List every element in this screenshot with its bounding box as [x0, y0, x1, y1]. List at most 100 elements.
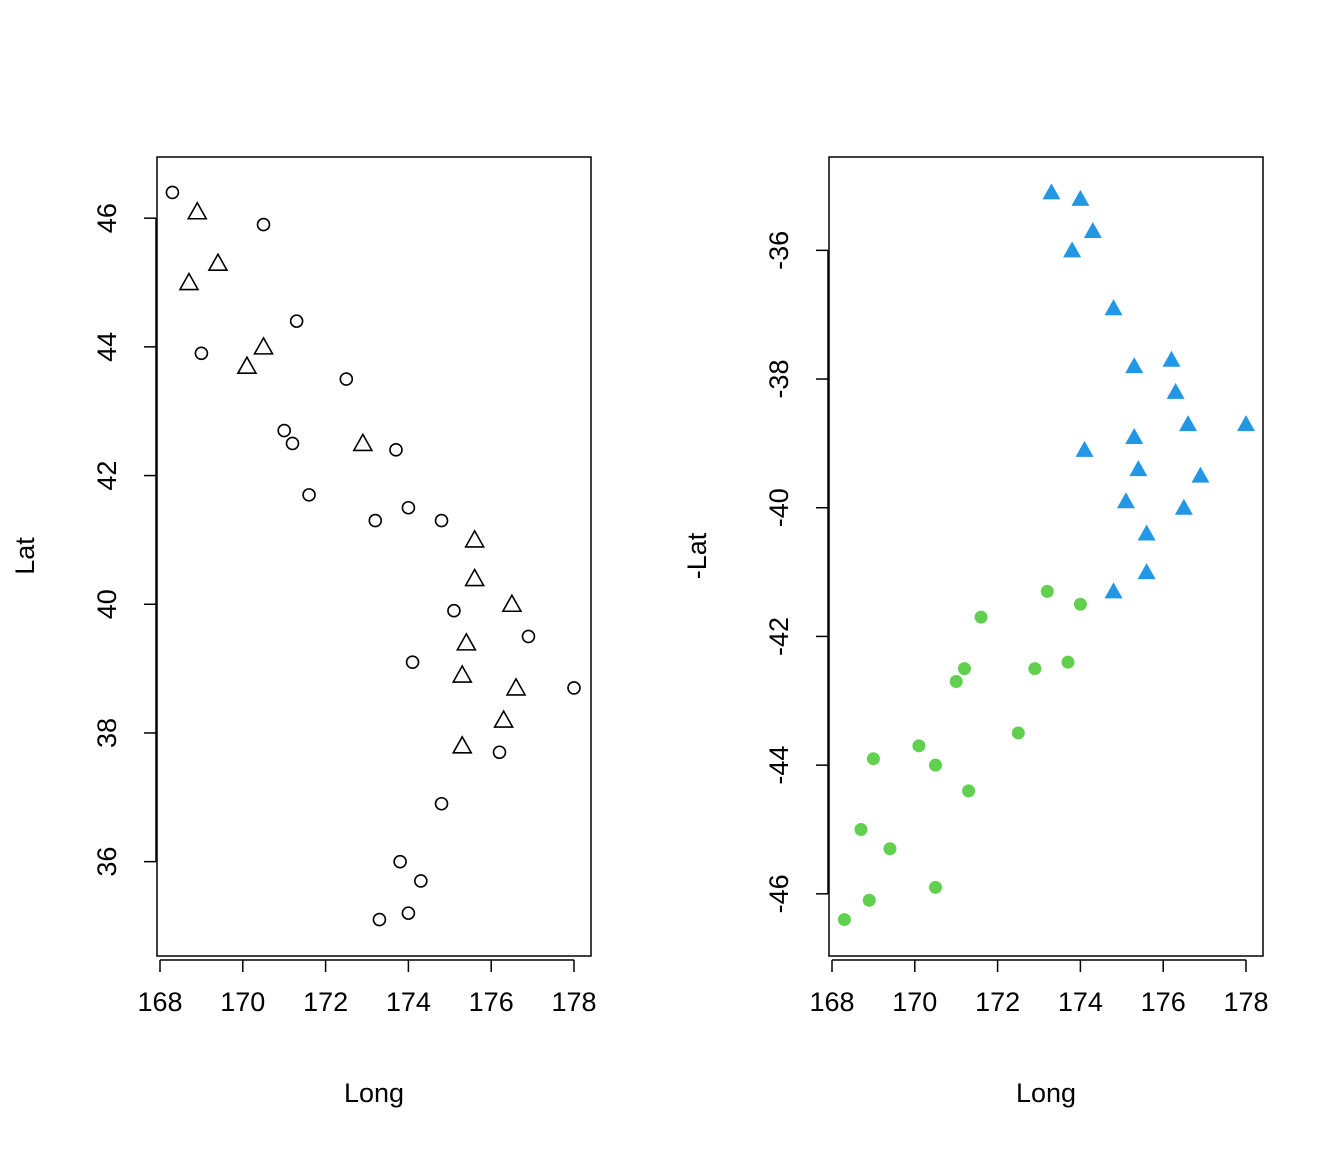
right-filled-triangle-point	[1063, 241, 1082, 258]
left-circle-point	[521, 629, 536, 644]
right-filled-triangle-point	[1179, 415, 1198, 432]
right-filled-circle-point	[957, 662, 971, 676]
left-circle-point	[405, 655, 420, 669]
right-filled-circle-point	[962, 784, 976, 798]
left-triangle-point	[464, 529, 486, 548]
left-circle-point	[434, 796, 449, 811]
right-filled-circle-point	[912, 739, 926, 753]
right-filled-circle-point	[883, 842, 897, 856]
left-x-axis-title: Long	[344, 1078, 404, 1108]
right-y-tick-label: -46	[764, 874, 794, 913]
right-data-points	[837, 183, 1255, 927]
left-circle-point	[368, 513, 383, 528]
right-filled-triangle-point	[1191, 466, 1210, 483]
right-x-axis: 168 170 172 174 176 178	[809, 959, 1269, 1017]
left-triangle-point	[451, 664, 473, 683]
right-filled-triangle-point	[1125, 357, 1144, 374]
left-circle-point	[414, 874, 428, 888]
left-y-tick-label: 42	[92, 461, 122, 491]
right-filled-triangle-point	[1083, 222, 1102, 239]
left-triangle-point	[464, 567, 486, 587]
left-circle-point	[393, 854, 407, 869]
right-filled-circle-point	[929, 758, 942, 772]
left-y-axis-title: Lat	[10, 537, 40, 575]
left-circle-point	[256, 217, 271, 232]
right-filled-triangle-point	[1042, 183, 1061, 200]
right-filled-triangle-point	[1104, 582, 1123, 599]
right-filled-triangle-point	[1075, 440, 1094, 457]
left-circle-point	[194, 346, 209, 361]
left-x-axis: 168 170 172 174 176 178	[137, 959, 597, 1017]
right-x-tick-label: 178	[1223, 987, 1268, 1017]
left-plot-frame	[156, 156, 592, 957]
left-circle-point	[277, 423, 292, 438]
right-y-axis-title: -Lat	[682, 532, 712, 579]
right-y-tick-label: -42	[764, 617, 794, 656]
right-filled-triangle-point	[1125, 427, 1144, 444]
right-filled-triangle-point	[1174, 498, 1193, 515]
right-filled-circle-point	[862, 893, 876, 907]
left-circle-point	[285, 436, 300, 451]
right-plot-frame	[828, 156, 1264, 957]
left-circle-point	[401, 906, 416, 920]
left-y-tick-label: 40	[92, 589, 122, 619]
right-filled-triangle-point	[1137, 563, 1156, 580]
right-filled-circle-point	[1011, 726, 1025, 740]
right-x-tick-label: 174	[1058, 987, 1103, 1017]
left-circle-point	[492, 745, 507, 760]
right-y-tick-label: -40	[764, 488, 794, 527]
right-y-tick-label: -38	[764, 360, 794, 399]
left-triangle-point	[455, 632, 477, 651]
left-x-tick-label: 174	[386, 987, 431, 1017]
left-circle-point	[434, 513, 449, 528]
right-scatter-panel: 168 170 172 174 176 178 -46 -44 -42 -40 -38 -36 Lo…	[682, 156, 1269, 1108]
left-y-tick-label: 38	[92, 718, 122, 748]
left-triangle-point	[207, 252, 229, 272]
left-triangle-point	[178, 271, 200, 291]
right-filled-triangle-point	[1104, 299, 1123, 316]
left-circle-point	[339, 372, 354, 386]
right-x-tick-label: 172	[975, 987, 1020, 1017]
left-circle-point	[302, 488, 316, 502]
right-filled-circle-point	[974, 610, 988, 624]
right-x-axis-title: Long	[1016, 1078, 1076, 1108]
right-filled-triangle-point	[1137, 524, 1156, 541]
right-filled-triangle-point	[1162, 350, 1181, 367]
left-triangle-point	[505, 677, 527, 696]
left-triangle-point	[186, 201, 208, 220]
right-filled-triangle-point	[1237, 415, 1255, 432]
left-data-points	[165, 185, 581, 927]
right-y-tick-label: -44	[764, 746, 794, 785]
left-y-tick-label: 46	[92, 203, 122, 233]
right-filled-circle-point	[929, 880, 942, 894]
right-x-tick-label: 170	[892, 987, 937, 1017]
left-x-tick-label: 172	[303, 987, 348, 1017]
left-triangle-point	[236, 355, 258, 374]
right-filled-triangle-point	[1071, 189, 1090, 206]
right-filled-triangle-point	[1116, 492, 1135, 509]
right-x-tick-label: 176	[1141, 987, 1186, 1017]
left-circle-point	[567, 681, 581, 695]
left-x-tick-label: 176	[469, 987, 514, 1017]
left-circle-point	[289, 314, 304, 328]
right-filled-circle-point	[1040, 584, 1054, 598]
left-y-tick-label: 44	[92, 332, 122, 362]
right-filled-triangle-point	[1166, 382, 1185, 399]
right-filled-circle-point	[1061, 655, 1075, 669]
left-y-tick-label: 36	[92, 847, 122, 877]
right-filled-circle-point	[1073, 597, 1087, 611]
right-filled-circle-point	[837, 913, 851, 927]
right-y-tick-label: -36	[764, 231, 794, 270]
left-circle-point	[447, 603, 461, 618]
left-triangle-point	[493, 709, 514, 728]
right-filled-circle-point	[1028, 662, 1042, 676]
left-x-tick-label: 178	[551, 987, 596, 1017]
left-triangle-point	[253, 336, 274, 355]
right-y-axis: -46 -44 -42 -40 -38 -36	[764, 231, 829, 913]
right-filled-circle-point	[949, 674, 963, 688]
right-x-tick-label: 168	[809, 987, 854, 1017]
left-x-tick-label: 170	[220, 987, 265, 1017]
left-triangle-point	[451, 735, 473, 754]
left-triangle-point	[352, 432, 374, 452]
